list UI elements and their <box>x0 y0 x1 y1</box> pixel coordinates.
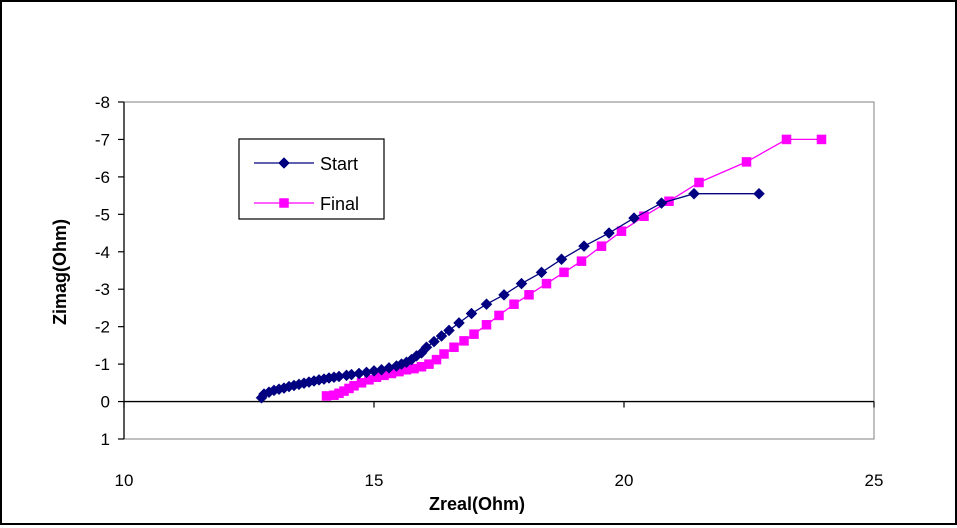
data-point-final <box>494 310 504 321</box>
x-tick-label: 10 <box>115 471 134 490</box>
data-point-start <box>480 298 493 311</box>
data-point-start <box>555 253 568 266</box>
data-point-start <box>420 341 433 354</box>
y-tick-label: -8 <box>95 93 110 112</box>
data-point-start <box>628 212 640 224</box>
series-line-start <box>260 193 759 399</box>
series-line-final <box>326 138 822 397</box>
x-tick-label: 25 <box>865 471 884 490</box>
data-point-final <box>541 278 552 289</box>
y-tick-label: -2 <box>95 318 110 337</box>
data-point-start <box>453 317 465 329</box>
legend-marker-start <box>278 157 290 169</box>
x-tick-label: 20 <box>615 471 634 490</box>
series-start <box>255 187 765 404</box>
data-point-final <box>469 329 479 339</box>
x-tick-label: 15 <box>365 471 384 490</box>
data-point-final <box>741 157 752 167</box>
data-point-start <box>535 266 548 279</box>
series-layer <box>255 134 827 404</box>
data-point-final <box>559 267 569 278</box>
legend-box <box>238 138 385 220</box>
data-point-start <box>428 335 440 348</box>
data-point-start <box>578 240 590 253</box>
data-point-final <box>576 256 587 266</box>
data-point-start <box>435 330 448 342</box>
data-point-final <box>439 349 449 359</box>
y-tick-label: 1 <box>101 430 110 449</box>
legend-label-start: Start <box>320 154 358 174</box>
y-tick-label: -7 <box>95 130 110 149</box>
y-axis-title: Zimag(Ohm) <box>50 219 70 325</box>
data-point-start <box>688 187 700 200</box>
data-point-final <box>481 320 492 330</box>
data-point-final <box>596 241 607 251</box>
y-tick-label: -4 <box>95 243 110 262</box>
y-tick-label: -5 <box>95 205 110 224</box>
data-point-final <box>694 177 704 188</box>
data-point-final <box>781 134 792 145</box>
y-tick-label: -6 <box>95 168 110 187</box>
data-point-start <box>465 307 478 320</box>
data-point-final <box>524 290 534 300</box>
ticks-group: -8 -7 -6 -5 -4 -3 -2 -1 0 1 10 15 20 25 <box>95 93 884 490</box>
data-point-start <box>498 288 510 301</box>
data-point-start <box>753 187 765 200</box>
data-point-final <box>431 354 442 365</box>
legend-label-final: Final <box>320 194 359 214</box>
y-tick-label: -1 <box>95 355 110 374</box>
legend-marker-final <box>279 198 289 208</box>
data-point-final <box>816 134 827 145</box>
data-point-start <box>655 197 668 209</box>
plot-area-border <box>123 101 875 440</box>
data-point-final <box>639 211 649 221</box>
data-point-start <box>603 227 615 239</box>
data-point-start <box>515 277 528 290</box>
series-final <box>321 134 827 401</box>
legend: Start Final <box>238 138 385 220</box>
data-point-final <box>449 342 459 353</box>
y-tick-label: -3 <box>95 280 110 299</box>
data-point-final <box>509 299 519 309</box>
data-point-final <box>616 226 627 236</box>
data-point-start <box>443 324 455 337</box>
y-tick-label: 0 <box>101 393 110 412</box>
x-axis-title: Zreal(Ohm) <box>429 494 525 514</box>
data-point-final <box>459 336 469 346</box>
legend-items: Start Final <box>254 154 359 214</box>
